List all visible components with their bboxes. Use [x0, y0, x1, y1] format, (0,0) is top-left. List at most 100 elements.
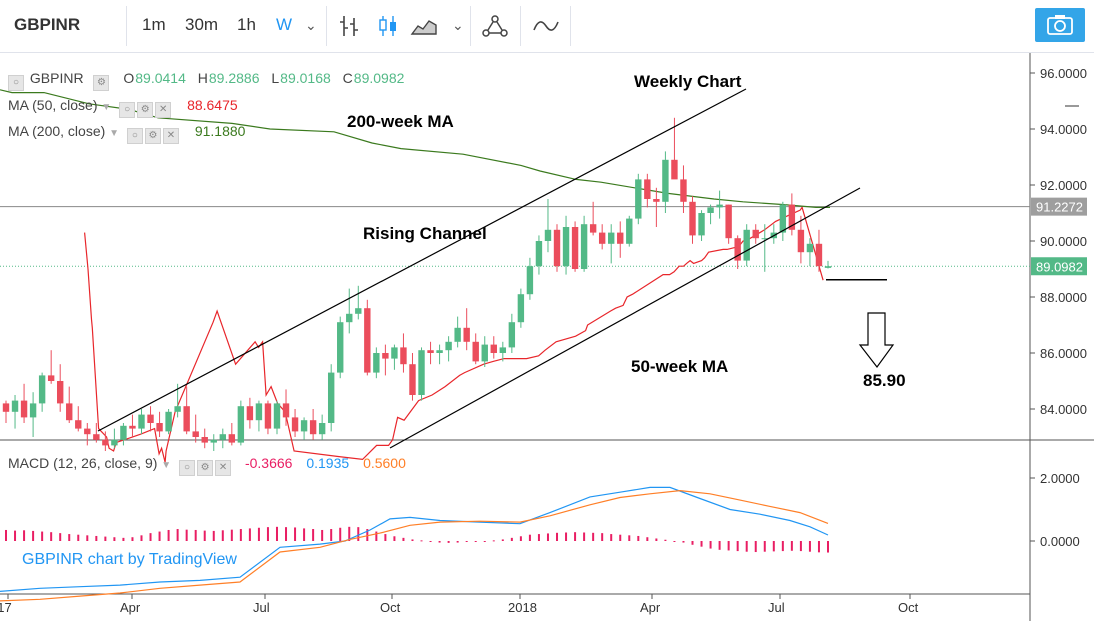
candle-body [355, 308, 362, 314]
interval-1m[interactable]: 1m [142, 15, 166, 34]
visibility-icon[interactable]: ○ [8, 75, 24, 91]
candle-body [752, 229, 759, 239]
macd-hist-bar [348, 526, 351, 541]
candle-body [499, 347, 507, 353]
indicators-icon[interactable] [532, 16, 560, 36]
candle-body [797, 229, 805, 253]
ma200-visibility-icon[interactable]: ○ [126, 128, 143, 144]
macd-hist-bar [59, 533, 62, 541]
candle-body [544, 229, 552, 241]
toolbar-divider [126, 6, 127, 46]
ma50-dropdown-icon[interactable]: ▼ [101, 102, 112, 113]
candle-body [409, 364, 416, 395]
annotation-50-week-ma: 50-week MA [631, 357, 728, 376]
ma200-legend: MA (200, close) ▼ ○ ⚙ ✕ 91.1880 [8, 123, 245, 144]
candle-body [2, 403, 10, 412]
ma200-dropdown-icon[interactable]: ▼ [109, 128, 120, 139]
candle-body [183, 406, 190, 432]
candle-body [517, 294, 525, 323]
macd-dropdown-icon[interactable]: ▼ [161, 460, 172, 471]
legend-symbol: GBPINR [29, 70, 84, 86]
time-tick-label: Jul [768, 600, 785, 615]
candle-body [824, 266, 832, 268]
compare-symbols-icon[interactable] [480, 12, 510, 40]
settings-icon[interactable]: ⚙ [93, 75, 110, 91]
macd-hist-bar [601, 533, 604, 541]
candle-body [526, 266, 534, 295]
symbol-search[interactable]: GBPINR [14, 15, 81, 34]
ma200-close-icon[interactable]: ✕ [162, 128, 179, 144]
toolbar-divider [470, 6, 471, 46]
candle-body [617, 232, 624, 244]
candle-body [707, 207, 714, 213]
price-tick-label: 88.0000 [1040, 290, 1087, 305]
candle-body [508, 322, 516, 348]
candle-body [219, 434, 226, 440]
candle-body [761, 238, 768, 240]
candle-body [598, 232, 606, 244]
macd-hist-bar [799, 541, 802, 552]
macd-hist-bar [474, 541, 477, 542]
macd-hist-bar [610, 534, 613, 541]
macd-hist-bar [483, 541, 486, 542]
macd-settings-icon[interactable]: ⚙ [197, 460, 214, 476]
ma200-price-tag [1031, 197, 1087, 216]
macd-hist-bar [257, 527, 260, 541]
candle-body [147, 414, 154, 423]
camera-icon [1047, 15, 1073, 35]
ma50-visibility-icon[interactable]: ○ [119, 102, 136, 118]
candle-body [743, 229, 750, 261]
interval-1h[interactable]: 1h [237, 15, 256, 34]
interval-dropdown-icon[interactable]: ⌄ [305, 17, 317, 33]
macd-hist-bar [628, 535, 631, 541]
annotation-layer: Weekly Chart 200-week MA Rising Channel … [22, 72, 906, 568]
candle-body [815, 243, 823, 267]
macd-hist-bar [420, 540, 423, 542]
candle-body [653, 199, 660, 202]
macd-hist-bar [239, 529, 242, 541]
time-tick-label: Apr [120, 600, 141, 615]
interval-w[interactable]: W [276, 15, 293, 34]
macd-legend: MACD (12, 26, close, 9) ▼ ○ ⚙ ✕ -0.3666 0.… [8, 455, 406, 476]
macd-hist-bar [330, 529, 333, 541]
time-tick-label: Apr [640, 600, 661, 615]
bar-chart-style-icon[interactable] [338, 14, 362, 38]
candle-body [201, 437, 208, 443]
macd-hist-bar [790, 541, 793, 551]
macd-hist-bar [285, 527, 288, 541]
ma200-settings-icon[interactable]: ⚙ [144, 128, 161, 144]
macd-hist-bar [312, 529, 315, 541]
price-legend: ○ GBPINR ⚙ O89.0414 H89.2886 L89.0168 C8… [8, 70, 404, 91]
legend-high-label: H [197, 70, 208, 86]
candle-body [346, 313, 353, 323]
candles-style-icon[interactable] [376, 14, 400, 38]
candle-body [671, 159, 678, 180]
macd-hist-bar [140, 535, 143, 541]
time-tick-label: 2018 [508, 600, 537, 615]
macd-hist-bar [646, 537, 649, 541]
ma50-settings-icon[interactable]: ⚙ [137, 102, 154, 118]
macd-label: MACD (12, 26, close, 9) [8, 455, 158, 471]
candle-body [174, 406, 181, 412]
last-price-tag [1031, 257, 1087, 276]
candle-body [626, 218, 633, 244]
macd-close-icon[interactable]: ✕ [215, 460, 232, 476]
candle-body [644, 179, 651, 199]
candle-body [129, 425, 136, 429]
macd-hist-bar [230, 529, 233, 541]
ma50-close-icon[interactable]: ✕ [155, 102, 172, 118]
candle-body [47, 375, 55, 381]
interval-30m[interactable]: 30m [185, 15, 219, 34]
macd-hist-bar [384, 534, 387, 541]
macd-hist-bar [158, 531, 161, 541]
chart-canvas[interactable]: 96.0000 94.0000 92.0000 90.0000 88.0000 86.00… [0, 53, 1094, 621]
channel-lower-line [389, 187, 861, 449]
macd-visibility-icon[interactable]: ○ [179, 460, 196, 476]
candle-body [725, 204, 732, 239]
macd-hist-value: -0.3666 [244, 455, 293, 471]
area-chart-style-icon[interactable] [410, 14, 438, 38]
chart-style-dropdown-icon[interactable]: ⌄ [452, 17, 464, 33]
snapshot-button[interactable] [1035, 8, 1085, 42]
toolbar-divider [520, 6, 521, 46]
macd-hist-bar [131, 537, 134, 541]
